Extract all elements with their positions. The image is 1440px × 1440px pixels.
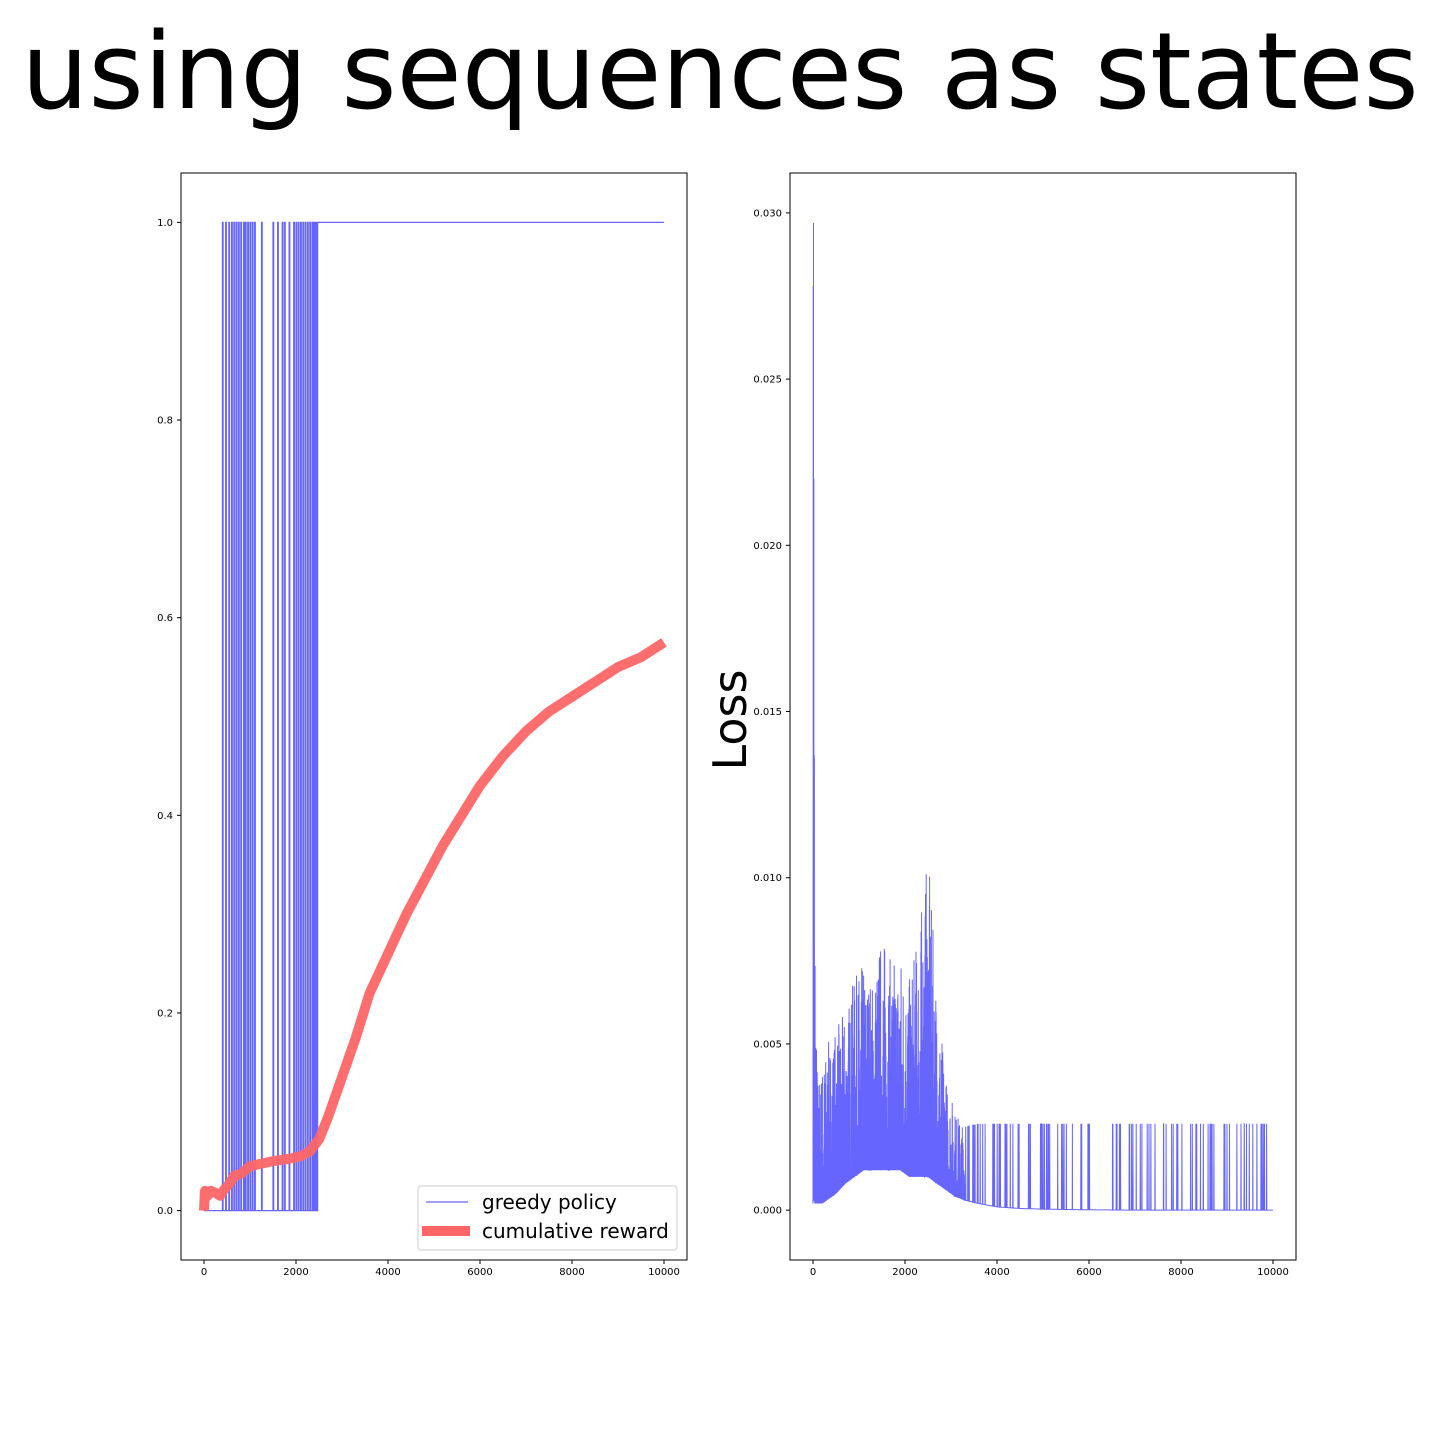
y-tick-label: 0.2 — [157, 1008, 173, 1019]
loss-line — [812, 222, 1273, 1211]
y-tick-label: 0.025 — [753, 375, 782, 386]
legend-label-policy: greedy policy — [482, 1190, 617, 1214]
y-tick-label: 0.020 — [753, 541, 782, 552]
y-tick-label: 0.000 — [753, 1206, 782, 1217]
y-tick-label: 1.0 — [157, 218, 173, 229]
legend-label-reward: cumulative reward — [482, 1219, 669, 1243]
x-tick-label: 10000 — [1257, 1267, 1289, 1278]
legend: greedy policy cumulative reward — [417, 1185, 678, 1251]
y-tick-label: 0.010 — [753, 873, 782, 884]
page-title: using sequences as states — [21, 10, 1419, 133]
plot-frame — [789, 172, 1297, 1261]
x-tick-label: 0 — [201, 1267, 207, 1278]
x-tick-label: 2000 — [892, 1267, 917, 1278]
y-tick-label: 0.8 — [157, 416, 173, 427]
y-tick-label: 0.005 — [753, 1039, 782, 1050]
y-axis-label: Loss — [703, 670, 757, 771]
x-tick-label: 6000 — [1076, 1267, 1101, 1278]
x-tick-label: 4000 — [984, 1267, 1009, 1278]
x-tick-label: 2000 — [283, 1267, 308, 1278]
y-tick-label: 0.015 — [753, 707, 782, 718]
x-tick-label: 4000 — [375, 1267, 400, 1278]
cumulative-reward-line — [199, 638, 667, 1211]
x-tick-label: 8000 — [559, 1267, 584, 1278]
right-chart: 0 2000 4000 6000 8000 10000 0.000 0.005 0.010 0.0… — [703, 172, 1297, 1278]
x-tick-label: 0 — [810, 1267, 816, 1278]
x-tick-label: 6000 — [467, 1267, 492, 1278]
legend-box — [417, 1185, 678, 1251]
y-tick-label: 0.030 — [753, 208, 782, 219]
y-tick-label: 0.4 — [157, 811, 173, 822]
y-tick-label: 0.0 — [157, 1206, 173, 1217]
x-tick-label: 10000 — [648, 1267, 680, 1278]
greedy-policy-line — [204, 221, 664, 1212]
plot-frame — [180, 172, 688, 1261]
y-tick-label: 0.6 — [157, 613, 173, 624]
left-chart: 0 2000 4000 6000 8000 10000 0.0 0.2 0.4 0.6 0.8 1.0… — [157, 172, 688, 1278]
x-tick-label: 8000 — [1168, 1267, 1193, 1278]
